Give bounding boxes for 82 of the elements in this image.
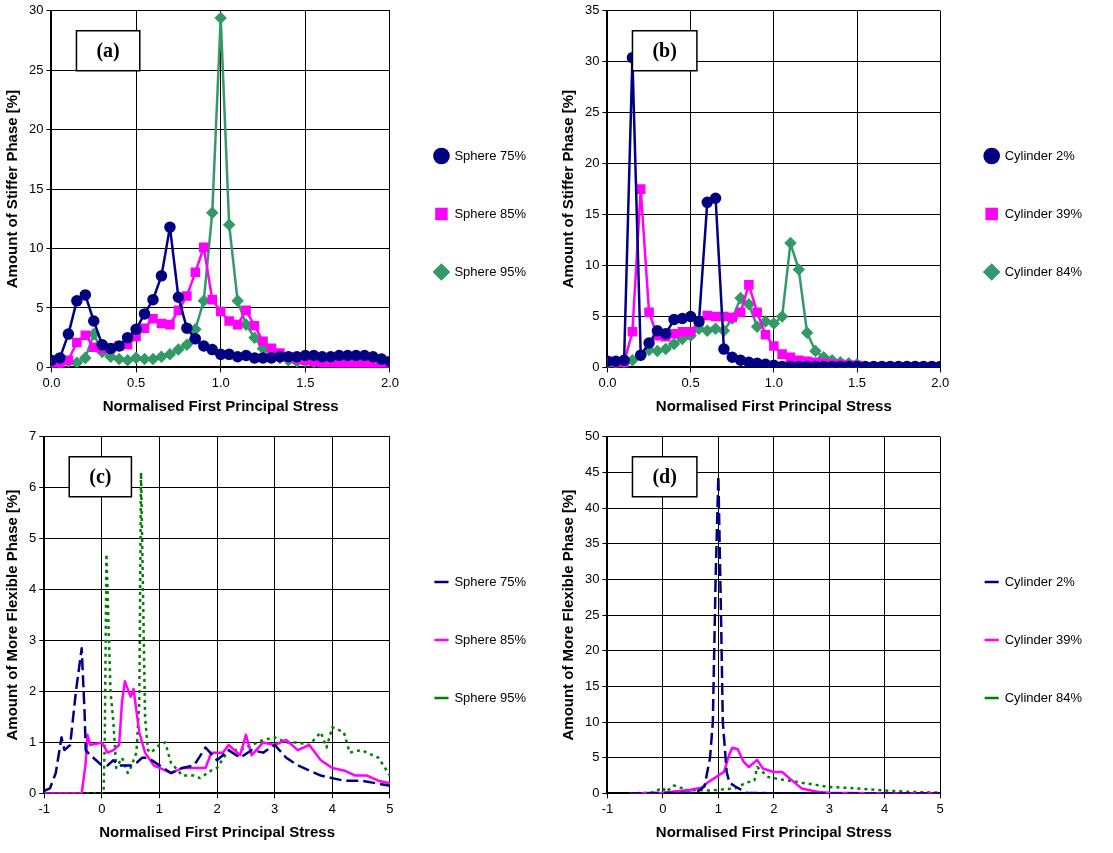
y-axis-title: Amount of Stiffer Phase [%] (3, 89, 21, 289)
x-tick-label: 0 (659, 800, 667, 816)
x-tick-label: 0.0 (598, 374, 617, 390)
y-tick-label: 3 (29, 632, 37, 648)
y-tick-label: 5 (29, 530, 37, 546)
y-tick-label: 25 (584, 104, 600, 120)
x-tick-label: -1 (38, 800, 51, 816)
y-tick-label: 20 (584, 642, 600, 658)
y-tick-label: 2 (29, 683, 37, 699)
x-tick-label: 1.0 (764, 374, 783, 390)
x-tick-label: 0.5 (127, 374, 146, 390)
legend-label: Cylinder 2% (1004, 573, 1076, 589)
x-tick-label: 4 (881, 800, 889, 816)
y-tick-label: 35 (584, 2, 600, 18)
annotation: (c) (89, 464, 112, 488)
x-tick-label: 1 (714, 800, 722, 816)
y-tick-label: 5 (592, 308, 600, 324)
legend-label: Sphere 95% (454, 263, 527, 279)
y-tick-label: 5 (592, 749, 600, 765)
x-tick-label: 1.5 (296, 374, 315, 390)
y-tick-label: 6 (29, 479, 37, 495)
y-tick-label: 25 (28, 61, 44, 77)
x-tick-label: 3 (825, 800, 833, 816)
y-tick-label: 15 (584, 678, 600, 693)
x-tick-label: 2.0 (931, 374, 950, 390)
y-tick-label: 10 (28, 240, 44, 256)
x-tick-label: 2.0 (380, 374, 399, 390)
x-tick-label: 1 (155, 800, 164, 816)
y-tick-label: 0 (592, 358, 600, 374)
annotation: (a) (96, 38, 120, 62)
y-tick-label: 30 (584, 571, 600, 587)
y-tick-label: 0 (36, 358, 44, 374)
x-tick-label: 0.5 (681, 374, 700, 390)
x-tick-label: 3 (271, 800, 279, 816)
legend-label: Sphere 85% (454, 631, 527, 647)
legend-label: Cylinder 2% (1004, 147, 1076, 163)
y-tick-label: 10 (584, 713, 600, 729)
annotation: (d) (652, 464, 677, 488)
legend-label: Cylinder 84% (1004, 263, 1083, 279)
x-tick-label: 0.0 (42, 374, 61, 390)
x-axis-title: Normalised First Principal Stress (102, 397, 339, 415)
y-axis-title: Amount of More Flexible Phase [%] (559, 489, 577, 741)
y-tick-label: 7 (29, 428, 37, 444)
x-tick-label: 5 (936, 800, 944, 816)
x-tick-label: 1.5 (847, 374, 867, 390)
x-axis-title: Normalised First Principal Stress (655, 397, 892, 415)
legend-label: Cylinder 39% (1004, 205, 1083, 221)
y-tick-label: 15 (584, 206, 600, 222)
x-tick-label: 4 (328, 800, 336, 816)
legend-label: Sphere 75% (454, 147, 527, 163)
x-axis-title: Normalised First Principal Stress (99, 823, 336, 841)
x-tick-label: 2 (213, 800, 221, 816)
x-tick-label: 2 (770, 800, 778, 816)
y-tick-label: 4 (29, 581, 37, 597)
y-tick-label: 20 (28, 121, 44, 137)
x-axis-title: Normalised First Principal Stress (655, 823, 892, 841)
y-tick-label: 40 (584, 499, 600, 515)
x-tick-label: 0 (98, 800, 106, 816)
legend-label: Cylinder 39% (1004, 631, 1083, 647)
y-tick-label: 10 (584, 257, 600, 273)
legend-label: Sphere 95% (454, 689, 527, 705)
y-tick-label: 50 (584, 428, 600, 444)
y-tick-label: 0 (29, 784, 37, 800)
y-tick-label: 5 (36, 299, 44, 315)
y-tick-label: 35 (584, 535, 600, 551)
y-tick-label: 15 (28, 180, 44, 196)
y-tick-label: 1 (29, 734, 37, 750)
x-tick-label: 1.0 (211, 374, 230, 390)
y-tick-label: 30 (28, 2, 44, 18)
annotation: (b) (652, 38, 677, 62)
y-tick-label: 0 (592, 784, 600, 800)
y-tick-label: 30 (584, 53, 600, 69)
y-tick-label: 45 (584, 464, 600, 480)
y-axis-title: Amount of More Flexible Phase [%] (3, 489, 21, 741)
legend-label: Sphere 85% (454, 205, 527, 221)
y-tick-label: 25 (584, 606, 600, 622)
y-axis-title: Amount of Stiffer Phase [%] (559, 89, 577, 289)
legend-label: Cylinder 84% (1004, 689, 1083, 705)
legend-label: Sphere 75% (454, 573, 527, 589)
x-tick-label: 5 (386, 800, 394, 816)
y-tick-label: 20 (584, 155, 600, 171)
x-tick-label: -1 (601, 800, 614, 816)
